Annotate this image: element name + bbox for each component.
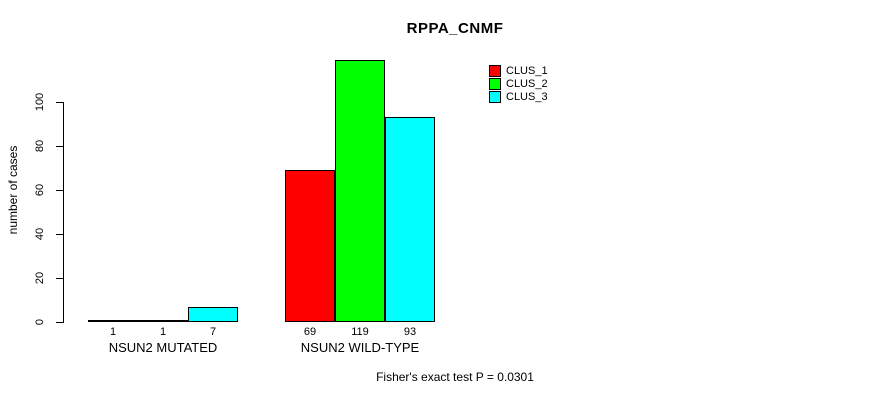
y-tick-label: 20 xyxy=(34,271,46,285)
y-tick xyxy=(56,278,63,279)
footnote-text: Fisher's exact test P = 0.0301 xyxy=(376,370,534,384)
legend-swatch xyxy=(489,91,501,103)
y-tick xyxy=(56,102,63,103)
y-tick-label: 40 xyxy=(34,227,46,241)
y-tick xyxy=(56,234,63,235)
y-axis-line xyxy=(63,102,64,323)
bar xyxy=(188,307,238,322)
bar xyxy=(138,320,188,322)
y-tick-label: 80 xyxy=(34,139,46,153)
bar xyxy=(335,60,385,322)
y-tick xyxy=(56,190,63,191)
legend-swatch xyxy=(489,65,501,77)
y-axis-label: number of cases xyxy=(6,145,20,235)
legend-label: CLUS_2 xyxy=(506,78,548,90)
bar xyxy=(385,117,435,322)
bar-value-label: 1 xyxy=(159,326,167,338)
y-tick xyxy=(56,146,63,147)
legend-swatch xyxy=(489,78,501,90)
legend-label: CLUS_1 xyxy=(506,65,548,77)
bar xyxy=(285,170,335,322)
x-category-label: NSUN2 WILD-TYPE xyxy=(300,340,420,355)
y-tick-label: 60 xyxy=(34,183,46,197)
legend-label: CLUS_3 xyxy=(506,91,548,103)
bar-value-label: 93 xyxy=(403,326,417,338)
bar-value-label: 119 xyxy=(351,326,369,338)
y-tick-label: 100 xyxy=(34,92,46,112)
bar-value-label: 69 xyxy=(303,326,317,338)
y-tick-label: 0 xyxy=(34,318,46,326)
chart-title: RPPA_CNMF xyxy=(406,20,504,37)
bar xyxy=(88,320,138,322)
x-category-label: NSUN2 MUTATED xyxy=(108,340,218,355)
bar-value-label: 1 xyxy=(109,326,117,338)
y-tick xyxy=(56,322,63,323)
bar-value-label: 7 xyxy=(209,326,217,338)
